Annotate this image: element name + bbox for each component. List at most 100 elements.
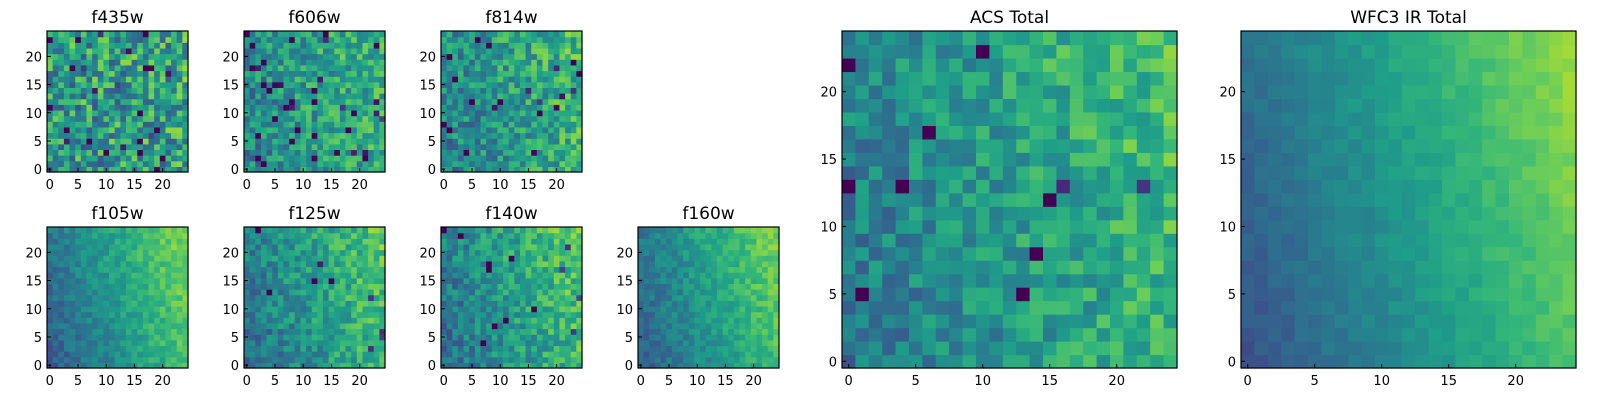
heatmap-cell — [452, 138, 459, 145]
heatmap-cell — [351, 132, 358, 139]
heatmap-cell — [469, 31, 476, 38]
heatmap-cell — [739, 300, 746, 307]
heatmap-cell — [289, 166, 296, 173]
heatmap-cell — [514, 87, 521, 94]
heatmap-cell — [80, 311, 88, 318]
heatmap-cell — [570, 311, 577, 318]
heatmap-cell — [762, 328, 769, 335]
heatmap-cell — [745, 300, 752, 307]
heatmap-cell — [69, 53, 76, 60]
heatmap-cell — [182, 109, 189, 117]
heatmap-cell — [294, 351, 301, 358]
heatmap-cell — [474, 70, 482, 77]
heatmap-cell — [548, 121, 555, 128]
heatmap-cell — [255, 166, 262, 173]
heatmap-cell — [474, 345, 482, 352]
heatmap-cell — [469, 76, 476, 83]
heatmap-cell — [728, 322, 735, 330]
heatmap-cell — [148, 328, 155, 335]
heatmap-cell — [103, 76, 110, 83]
heatmap-cell — [452, 42, 459, 49]
heatmap-cell — [334, 42, 341, 49]
heatmap-cell — [356, 260, 364, 268]
heatmap-cell — [47, 31, 54, 38]
heatmap-cell — [694, 283, 701, 290]
heatmap-cell — [379, 64, 386, 72]
heatmap-cell — [114, 138, 121, 145]
heatmap-cell — [300, 59, 307, 66]
heatmap-cell — [131, 109, 138, 117]
heatmap-cell — [289, 126, 296, 134]
heatmap-cell — [508, 311, 515, 318]
heatmap-cell — [666, 249, 673, 256]
heatmap-cell — [508, 322, 515, 330]
heatmap-cell — [345, 64, 352, 72]
heatmap-cell — [683, 334, 690, 341]
heatmap-cell — [277, 155, 285, 162]
heatmap-cell — [491, 42, 498, 49]
heatmap-cell — [1110, 327, 1124, 342]
heatmap-cell — [531, 362, 538, 369]
heatmap-cell — [345, 98, 352, 105]
heatmap-cell — [491, 31, 498, 38]
heatmap-cell — [306, 249, 313, 256]
heatmap-cell — [705, 317, 712, 324]
heatmap-cell — [711, 238, 718, 245]
heatmap-cell — [182, 317, 189, 324]
heatmap-cell — [1002, 206, 1017, 221]
heatmap-cell — [120, 339, 127, 347]
heatmap-cell — [142, 227, 150, 234]
heatmap-cell — [1043, 152, 1057, 167]
heatmap-cell — [97, 305, 104, 313]
heatmap-cell — [283, 305, 290, 313]
heatmap-cell — [700, 243, 707, 251]
heatmap-cell — [322, 47, 330, 55]
heatmap-cell — [277, 249, 285, 256]
heatmap-cell — [1150, 354, 1165, 369]
heatmap-cell — [244, 155, 251, 162]
heatmap-cell — [373, 149, 380, 156]
heatmap-cell — [300, 160, 307, 167]
heatmap-cell — [474, 81, 482, 88]
heatmap-cell — [294, 138, 301, 145]
heatmap-cell — [244, 160, 251, 167]
heatmap-cell — [142, 166, 150, 173]
heatmap-cell — [334, 160, 341, 167]
heatmap-cell — [728, 255, 735, 262]
heatmap-cell — [137, 70, 144, 77]
heatmap-cell — [120, 149, 127, 156]
heatmap-cell — [86, 47, 93, 55]
heatmap-cell — [317, 64, 324, 72]
heatmap-cell — [339, 121, 347, 128]
heatmap-cell — [446, 238, 453, 245]
heatmap-cell — [868, 246, 883, 261]
heatmap-cell — [446, 64, 453, 72]
heatmap-cell — [148, 227, 155, 234]
heatmap-cell — [171, 317, 178, 324]
heatmap-cell — [1096, 165, 1111, 180]
heatmap-cell — [97, 356, 104, 363]
heatmap-cell — [103, 311, 110, 318]
heatmap-cell — [114, 249, 121, 256]
heatmap-cell — [345, 311, 352, 318]
heatmap-cell — [733, 260, 741, 268]
heatmap-cell — [300, 243, 307, 251]
heatmap-cell — [508, 126, 515, 134]
heatmap-cell — [474, 53, 482, 60]
heatmap-cell — [159, 76, 167, 83]
heatmap-cell — [69, 232, 76, 239]
heatmap-cell — [339, 345, 347, 352]
heatmap-cell — [58, 289, 65, 296]
heatmap-cell — [159, 115, 167, 122]
heatmap-cell — [486, 31, 493, 38]
heatmap-cell — [120, 232, 127, 239]
heatmap-cell — [536, 149, 544, 156]
heatmap-cell — [842, 138, 856, 153]
heatmap-cell — [362, 93, 369, 100]
heatmap-cell — [694, 345, 701, 352]
heatmap-cell — [570, 155, 577, 162]
heatmap-cell — [989, 273, 1004, 288]
heatmap-cell — [368, 104, 375, 111]
heatmap-cell — [728, 227, 735, 234]
heatmap-cell — [497, 81, 504, 88]
